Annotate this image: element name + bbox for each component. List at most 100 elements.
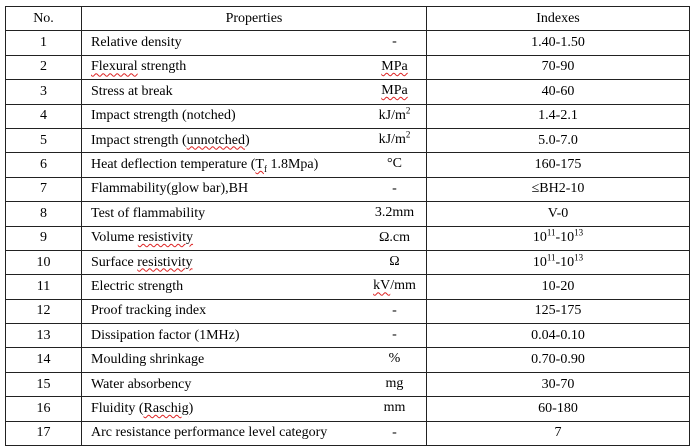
property-name: Impact strength (notched) xyxy=(91,108,236,124)
property-unit: °C xyxy=(387,156,402,172)
index-value: 160-175 xyxy=(426,152,690,178)
table-row: 10 Surface resistivity Ω 1011-1013 xyxy=(5,249,690,276)
property-unit: % xyxy=(388,351,401,367)
table-row: 14 Moulding shrinkage% 0.70-0.90 xyxy=(5,347,690,373)
property-unit: mg xyxy=(385,375,404,391)
property-unit: MPa xyxy=(381,58,408,74)
property-name: Volume resistivity xyxy=(91,230,194,246)
property-name: Moulding shrinkage xyxy=(91,352,205,368)
header-properties: Properties xyxy=(81,5,427,32)
property-unit: - xyxy=(392,34,397,50)
table-row: 16 Fluidity (Raschig) mm 60-180 xyxy=(5,396,690,422)
index-value: 1011-1013 xyxy=(426,225,690,251)
property-cell: Heat deflection temperature (Tf 1.8Mpa) °… xyxy=(81,152,427,178)
row-number: 3 xyxy=(5,79,82,105)
header-row: No. Properties Indexes xyxy=(5,5,690,32)
header-no: No. xyxy=(5,5,82,32)
property-cell: Fluidity (Raschig) mm xyxy=(81,396,427,422)
index-value: 10-20 xyxy=(426,274,690,300)
table-row: 2 Flexural strength MPa 70-90 xyxy=(5,54,690,81)
row-number: 5 xyxy=(5,127,82,154)
property-unit: mm xyxy=(383,400,406,416)
index-value: V-0 xyxy=(426,201,690,227)
index-value: 0.70-0.90 xyxy=(426,347,690,373)
index-value: 30-70 xyxy=(426,371,690,398)
index-value: 1.40-1.50 xyxy=(426,30,690,56)
index-value: 7 xyxy=(426,420,690,447)
table-row: 17 Arc resistance performance level categ… xyxy=(5,420,690,447)
index-value: ≤BH2-10 xyxy=(426,176,690,203)
row-number: 1 xyxy=(5,30,82,56)
row-number: 15 xyxy=(5,371,82,398)
index-value: 1011-1013 xyxy=(426,249,690,276)
property-cell: Stress at break MPa xyxy=(81,79,427,105)
property-cell: Moulding shrinkage% xyxy=(81,347,427,373)
property-cell: Surface resistivity Ω xyxy=(81,249,427,276)
index-value: 60-180 xyxy=(426,396,690,422)
row-number: 7 xyxy=(5,176,82,203)
property-name: Surface resistivity xyxy=(91,254,193,270)
property-cell: Dissipation factor (1MHz) - xyxy=(81,323,427,349)
property-cell: Volume resistivity Ω.cm xyxy=(81,225,427,251)
property-name: Impact strength (unnotched) xyxy=(91,132,250,148)
property-name: Flammability(glow bar),BH xyxy=(91,181,249,197)
property-cell: Arc resistance performance level categor… xyxy=(81,420,427,447)
property-cell: Test of flammability 3.2mm xyxy=(81,201,427,227)
index-value: 70-90 xyxy=(426,54,690,81)
property-cell: Relative density - xyxy=(81,30,427,56)
row-number: 2 xyxy=(5,54,82,81)
row-number: 11 xyxy=(5,274,82,300)
index-value: 1.4-2.1 xyxy=(426,103,690,129)
properties-table: No. Properties Indexes 1 Relative density… xyxy=(5,5,690,447)
table-row: 13 Dissipation factor (1MHz) - 0.04-0.10 xyxy=(5,323,690,349)
property-unit: - xyxy=(392,302,397,318)
property-unit: MPa xyxy=(381,83,408,99)
property-name: Test of flammability xyxy=(91,205,206,221)
property-name: Relative density xyxy=(91,35,182,51)
property-name: Flexural strength xyxy=(91,59,187,75)
property-cell: Electric strength kV/mm xyxy=(81,274,427,300)
property-cell: Flammability(glow bar),BH - xyxy=(81,176,427,203)
table-row: 5 Impact strength (unnotched) kJ/m2 5.0-7.0 xyxy=(5,127,690,154)
property-unit: 3.2mm xyxy=(374,205,415,221)
property-name: Proof tracking index xyxy=(91,303,207,319)
index-value: 125-175 xyxy=(426,298,690,325)
property-name: Fluidity (Raschig) xyxy=(91,400,194,416)
row-number: 4 xyxy=(5,103,82,129)
property-name: Heat deflection temperature (Tf 1.8Mpa) xyxy=(91,157,319,174)
header-indexes: Indexes xyxy=(426,5,690,32)
property-cell: Flexural strength MPa xyxy=(81,54,427,81)
row-number: 9 xyxy=(5,225,82,251)
index-value: 40-60 xyxy=(426,79,690,105)
property-unit: - xyxy=(392,327,397,343)
table-row: 9 Volume resistivity Ω.cm 1011-1013 xyxy=(5,225,690,251)
property-cell: Water absorbency mg xyxy=(81,371,427,398)
table-row: 7 Flammability(glow bar),BH - ≤BH2-10 xyxy=(5,176,690,203)
property-name: Water absorbency xyxy=(91,376,192,392)
index-value: 0.04-0.10 xyxy=(426,323,690,349)
property-name: Arc resistance performance level categor… xyxy=(91,425,328,441)
table-row: 6 Heat deflection temperature (Tf 1.8Mpa)… xyxy=(5,152,690,178)
property-cell: Proof tracking index - xyxy=(81,298,427,325)
table-row: 3 Stress at break MPa 40-60 xyxy=(5,79,690,105)
property-unit: Ω.cm xyxy=(378,229,410,245)
row-number: 17 xyxy=(5,420,82,447)
row-number: 8 xyxy=(5,201,82,227)
property-cell: Impact strength (unnotched) kJ/m2 xyxy=(81,127,427,154)
row-number: 10 xyxy=(5,249,82,276)
row-number: 14 xyxy=(5,347,82,373)
property-unit: - xyxy=(392,424,397,440)
property-name: Dissipation factor (1MHz) xyxy=(91,327,240,343)
property-unit: Ω xyxy=(389,253,400,269)
row-number: 13 xyxy=(5,323,82,349)
property-name: Stress at break xyxy=(91,83,173,99)
table-row: 11 Electric strength kV/mm 10-20 xyxy=(5,274,690,300)
property-unit: - xyxy=(392,180,397,196)
row-number: 16 xyxy=(5,396,82,422)
index-value: 5.0-7.0 xyxy=(426,127,690,154)
table-row: 4 Impact strength (notched) kJ/m2 1.4-2.1 xyxy=(5,103,690,129)
row-number: 12 xyxy=(5,298,82,325)
row-number: 6 xyxy=(5,152,82,178)
property-unit: kV/mm xyxy=(373,278,416,294)
table-row: 12 Proof tracking index - 125-175 xyxy=(5,298,690,325)
